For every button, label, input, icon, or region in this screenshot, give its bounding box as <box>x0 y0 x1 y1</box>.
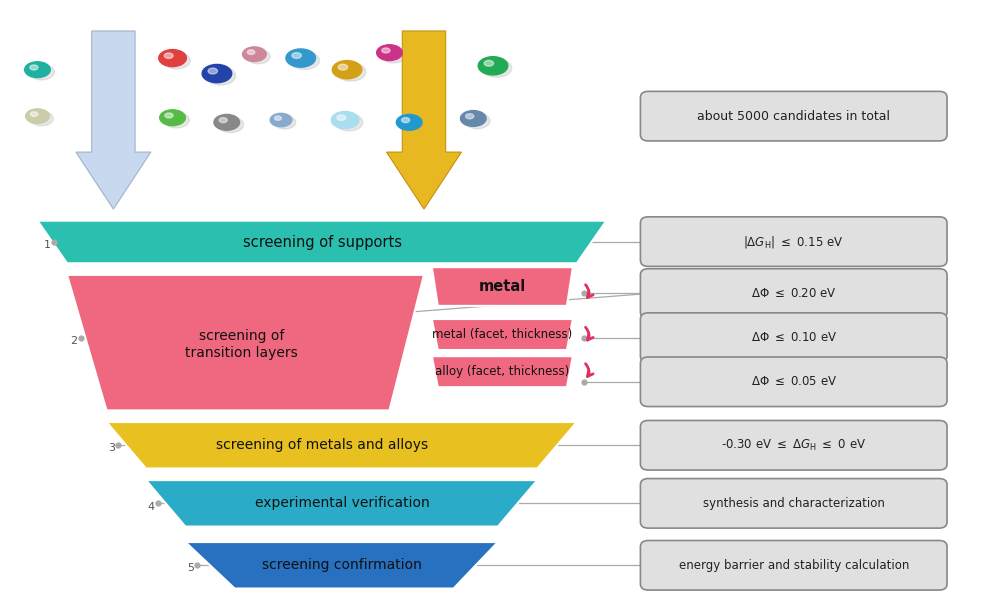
Ellipse shape <box>206 67 236 85</box>
Text: -0.30 eV $\leq$ $\Delta G_{\rm H}$ $\leq$ 0 eV: -0.30 eV $\leq$ $\Delta G_{\rm H}$ $\leq… <box>721 438 867 453</box>
Text: 2: 2 <box>70 336 78 346</box>
Ellipse shape <box>30 111 53 126</box>
FancyBboxPatch shape <box>641 91 948 141</box>
FancyBboxPatch shape <box>641 478 948 528</box>
Ellipse shape <box>482 59 512 77</box>
Text: screening of metals and alloys: screening of metals and alloys <box>216 439 429 452</box>
Text: $\Delta\Phi$ $\leq$ 0.05 eV: $\Delta\Phi$ $\leq$ 0.05 eV <box>750 375 837 388</box>
Ellipse shape <box>336 63 366 81</box>
FancyBboxPatch shape <box>641 269 948 318</box>
Text: 5: 5 <box>186 564 194 573</box>
Ellipse shape <box>484 60 494 66</box>
FancyBboxPatch shape <box>641 357 948 406</box>
Ellipse shape <box>165 53 174 59</box>
Text: energy barrier and stability calculation: energy barrier and stability calculation <box>678 559 909 572</box>
Polygon shape <box>37 220 606 263</box>
Ellipse shape <box>338 64 348 70</box>
Ellipse shape <box>208 68 218 74</box>
Ellipse shape <box>478 57 508 75</box>
Text: synthesis and characterization: synthesis and characterization <box>703 497 884 510</box>
Text: 1: 1 <box>43 240 51 250</box>
Ellipse shape <box>219 118 228 123</box>
Text: metal: metal <box>479 279 526 294</box>
Ellipse shape <box>400 117 426 132</box>
Ellipse shape <box>331 112 359 129</box>
Ellipse shape <box>460 111 486 126</box>
Ellipse shape <box>26 109 49 123</box>
Ellipse shape <box>25 62 50 77</box>
Text: screening of supports: screening of supports <box>243 235 402 250</box>
Ellipse shape <box>214 114 240 130</box>
Text: |$\Delta G_{\rm H}$| $\leq$ 0.15 eV: |$\Delta G_{\rm H}$| $\leq$ 0.15 eV <box>743 234 844 249</box>
Polygon shape <box>76 31 151 209</box>
Text: screening of
transition layers: screening of transition layers <box>185 330 298 360</box>
Polygon shape <box>146 480 537 527</box>
FancyBboxPatch shape <box>641 541 948 590</box>
Ellipse shape <box>218 117 244 132</box>
Text: alloy (facet, thickness): alloy (facet, thickness) <box>435 365 570 378</box>
FancyBboxPatch shape <box>641 420 948 470</box>
Ellipse shape <box>247 50 254 54</box>
Ellipse shape <box>164 112 189 128</box>
Polygon shape <box>185 542 498 588</box>
Text: metal (facet, thickness): metal (facet, thickness) <box>432 328 573 341</box>
Ellipse shape <box>165 113 174 118</box>
Ellipse shape <box>159 50 186 66</box>
FancyBboxPatch shape <box>641 313 948 362</box>
Ellipse shape <box>30 65 38 70</box>
Polygon shape <box>432 319 573 350</box>
Ellipse shape <box>332 60 362 79</box>
Ellipse shape <box>396 114 422 130</box>
Ellipse shape <box>335 114 363 131</box>
Ellipse shape <box>29 64 54 80</box>
Ellipse shape <box>292 53 302 59</box>
Text: $\Delta\Phi$ $\leq$ 0.20 eV: $\Delta\Phi$ $\leq$ 0.20 eV <box>751 287 836 300</box>
Polygon shape <box>432 267 573 306</box>
Polygon shape <box>67 275 424 410</box>
Text: experimental verification: experimental verification <box>254 496 430 510</box>
FancyBboxPatch shape <box>641 217 948 266</box>
Ellipse shape <box>381 47 406 63</box>
Ellipse shape <box>382 48 390 53</box>
Polygon shape <box>432 356 573 387</box>
Ellipse shape <box>274 116 281 120</box>
Polygon shape <box>387 31 461 209</box>
Ellipse shape <box>464 113 490 129</box>
Ellipse shape <box>377 45 402 60</box>
Ellipse shape <box>401 118 410 123</box>
Text: about 5000 candidates in total: about 5000 candidates in total <box>697 110 890 123</box>
Ellipse shape <box>290 51 319 69</box>
Text: screening confirmation: screening confirmation <box>262 558 422 572</box>
Ellipse shape <box>202 65 232 83</box>
Ellipse shape <box>270 114 292 127</box>
Ellipse shape <box>160 110 185 126</box>
Ellipse shape <box>274 115 296 129</box>
Text: 4: 4 <box>147 501 155 512</box>
Ellipse shape <box>246 50 270 64</box>
Polygon shape <box>106 422 577 469</box>
Ellipse shape <box>465 114 474 119</box>
Text: $\Delta\Phi$ $\leq$ 0.10 eV: $\Delta\Phi$ $\leq$ 0.10 eV <box>750 331 837 344</box>
Ellipse shape <box>286 49 316 67</box>
Text: 3: 3 <box>107 443 115 454</box>
Ellipse shape <box>31 112 37 117</box>
Ellipse shape <box>243 47 266 62</box>
Ellipse shape <box>337 115 346 120</box>
Ellipse shape <box>163 52 190 69</box>
